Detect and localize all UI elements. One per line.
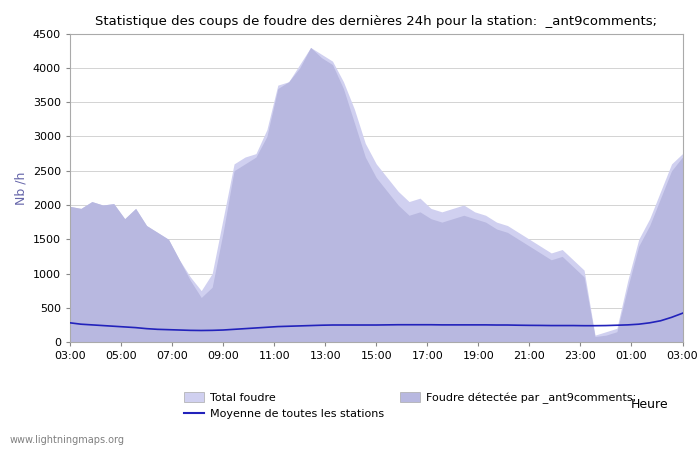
- Title: Statistique des coups de foudre des dernières 24h pour la station:  _ant9comment: Statistique des coups de foudre des dern…: [95, 15, 657, 28]
- Text: www.lightningmaps.org: www.lightningmaps.org: [9, 435, 124, 445]
- Y-axis label: Nb /h: Nb /h: [14, 171, 27, 205]
- Text: Heure: Heure: [631, 398, 668, 411]
- Legend: Total foudre, Moyenne de toutes les stations, Foudre détectée par _ant9comments;: Total foudre, Moyenne de toutes les stat…: [180, 387, 640, 423]
